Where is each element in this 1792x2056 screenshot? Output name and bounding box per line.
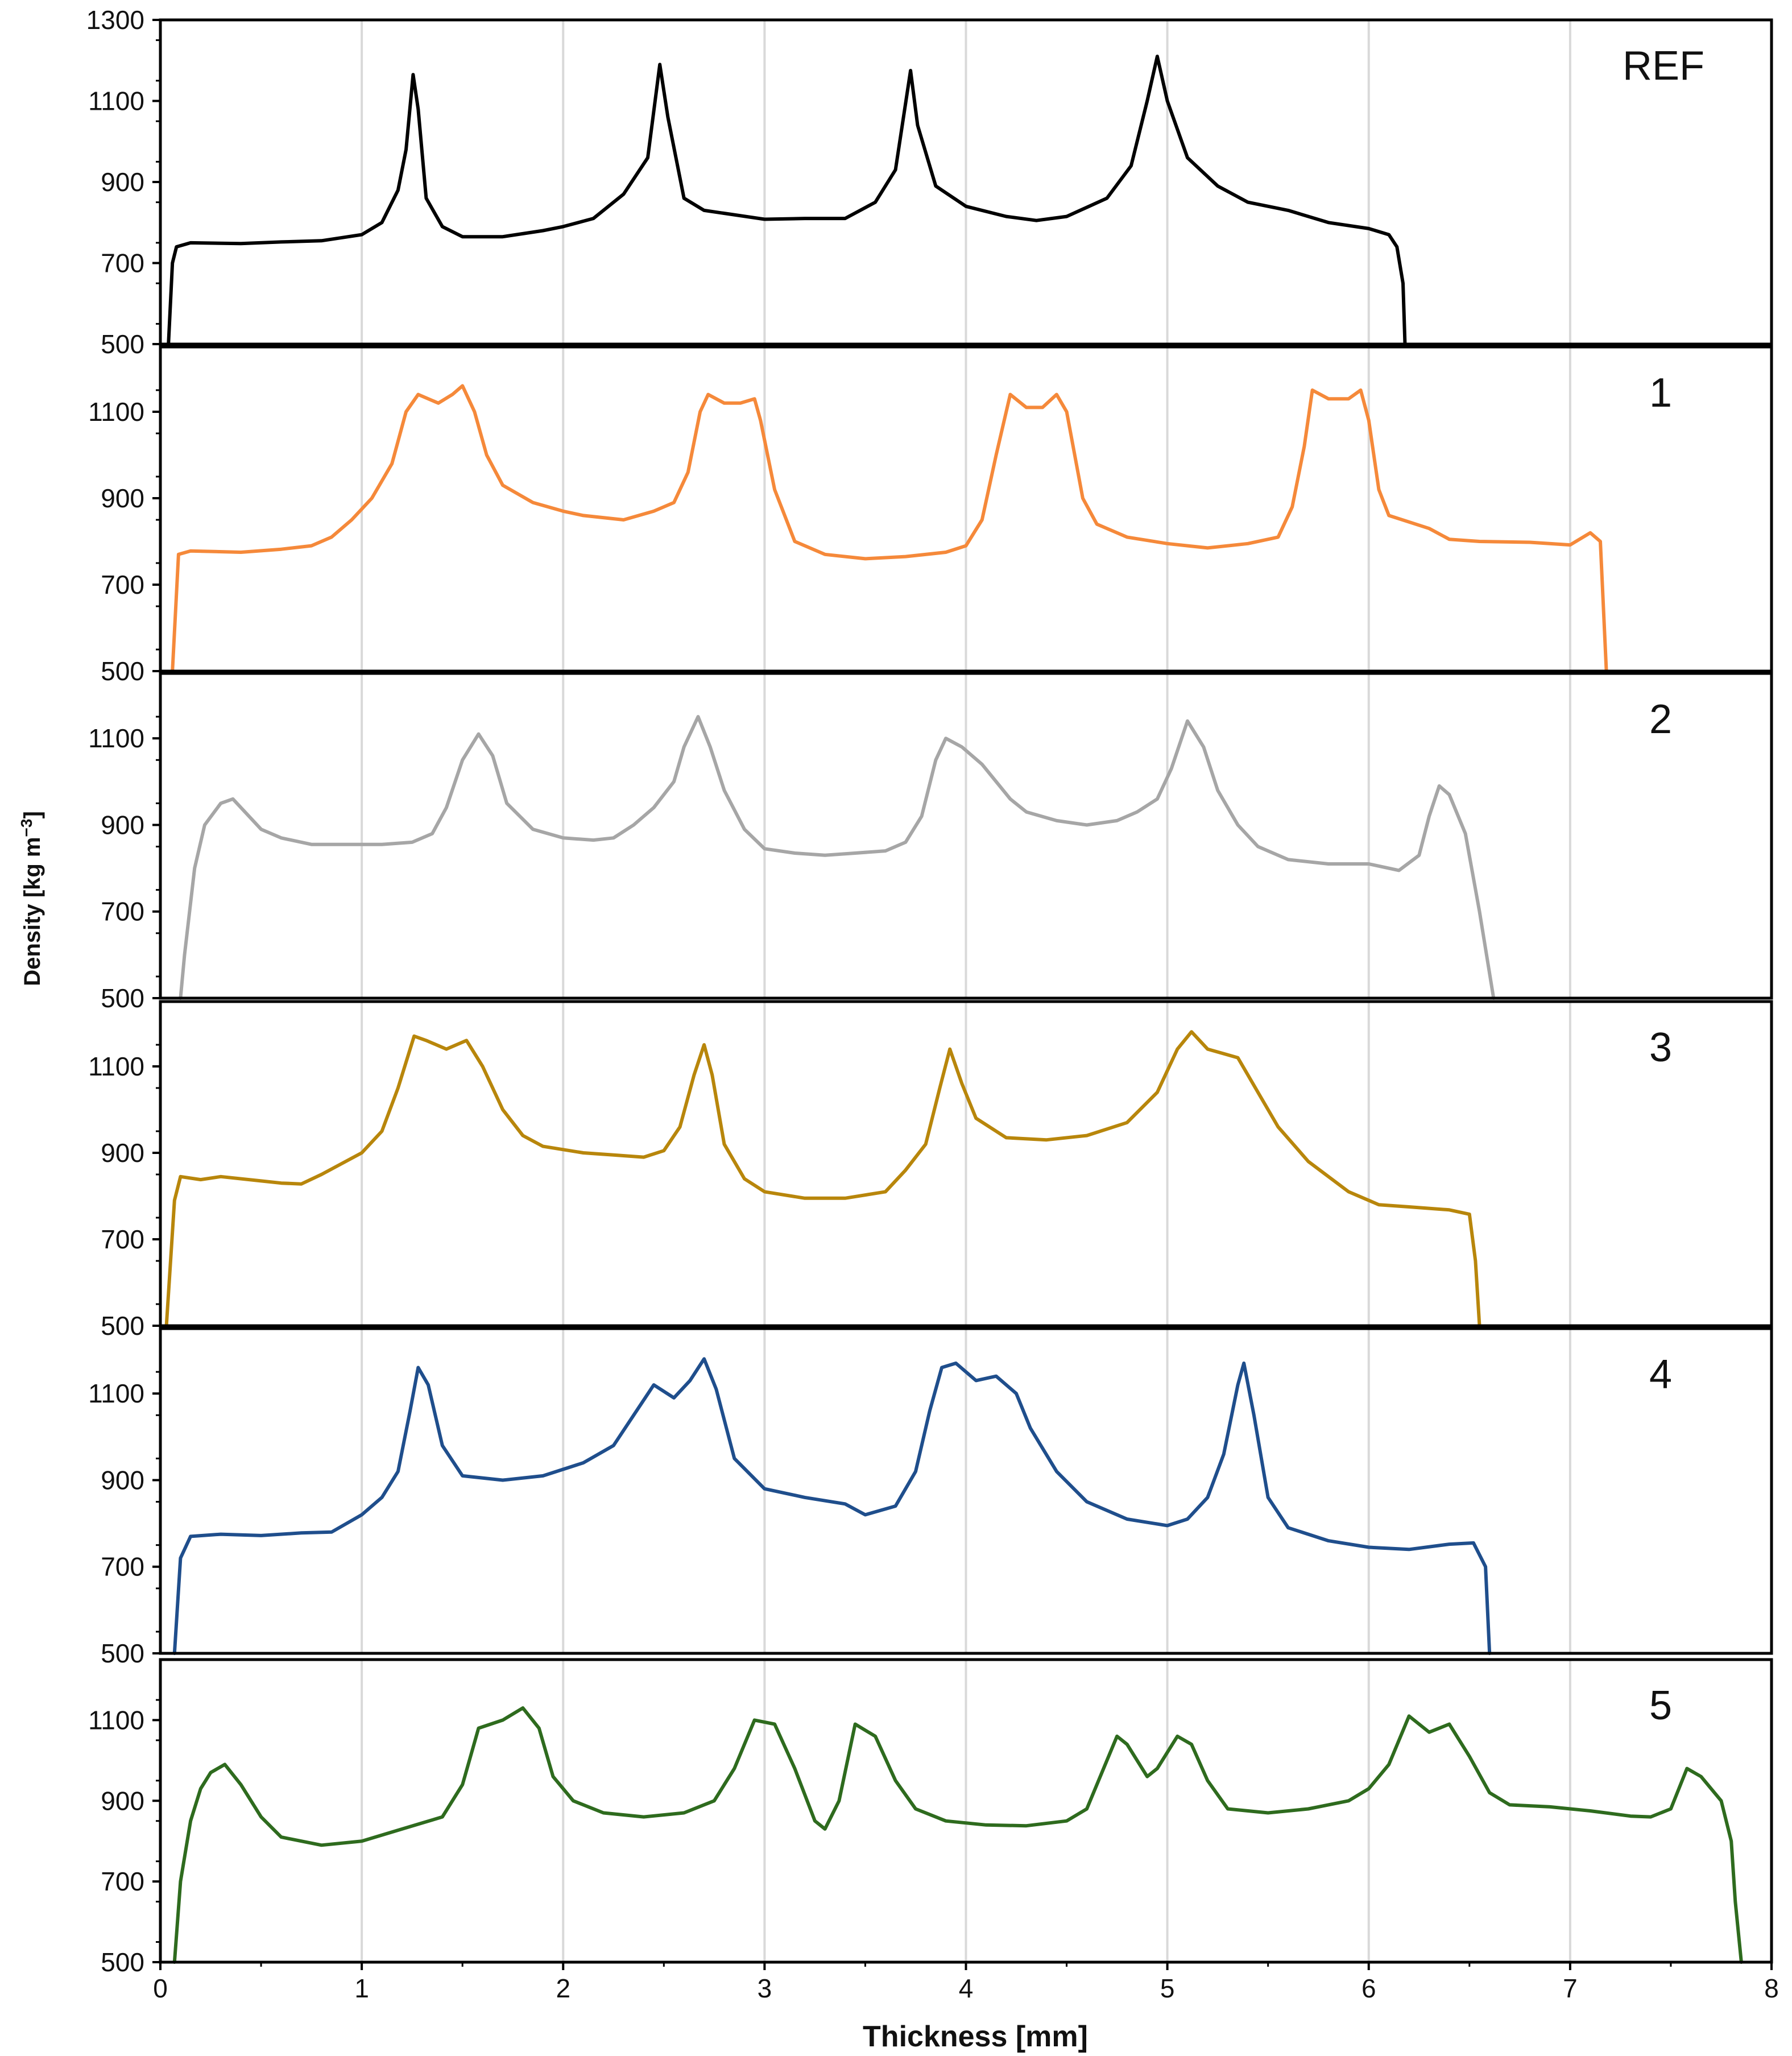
panels-group: 500 700 900 1100 1300 REF 500 700 900 1100 1 500 700… <box>86 5 1773 1977</box>
panel-label: 2 <box>1649 697 1672 742</box>
y-tick-label: 700 <box>101 1225 144 1254</box>
y-axis-title-main: Density [kg m <box>20 837 45 986</box>
series-line-5 <box>172 1706 1743 1964</box>
y-tick-label: 700 <box>101 897 144 926</box>
y-tick-label: 1100 <box>88 723 144 753</box>
y-tick-label: 1100 <box>88 1379 144 1408</box>
series-line-4 <box>172 1357 1492 1655</box>
series-line-3 <box>164 1030 1481 1327</box>
y-axis-title-close: ] <box>20 811 45 818</box>
y-tick-label: 500 <box>101 329 144 359</box>
series-line-ref <box>167 55 1407 346</box>
panel-label: 3 <box>1649 1025 1672 1070</box>
y-tick-label: 1100 <box>88 86 144 116</box>
y-tick-label: 500 <box>101 1947 144 1977</box>
panel-5: 500 700 900 1100 5 <box>88 1658 1773 1977</box>
panel-frame <box>159 1000 1773 1327</box>
x-tick-label: 0 <box>153 1974 168 2003</box>
y-tick-label: 1300 <box>86 5 144 35</box>
y-tick-label: 900 <box>101 1465 144 1495</box>
panel-label: REF <box>1623 43 1704 89</box>
panel-frame <box>159 672 1773 1000</box>
y-tick-label: 500 <box>101 656 144 686</box>
y-tick-label: 700 <box>101 570 144 599</box>
x-tick-label: 5 <box>1160 1974 1175 2003</box>
panel-2: 500 700 900 1100 2 <box>88 672 1773 1013</box>
panel-label: 1 <box>1649 370 1672 416</box>
x-tick-label: 7 <box>1563 1974 1578 2003</box>
y-tick-label: 700 <box>101 1552 144 1582</box>
panel-1: 500 700 900 1100 1 <box>88 345 1773 686</box>
y-tick-label: 500 <box>101 983 144 1013</box>
y-tick-label: 900 <box>101 167 144 197</box>
panel-frame <box>159 345 1773 673</box>
y-tick-label: 900 <box>101 810 144 839</box>
panel-frame <box>159 1327 1773 1655</box>
x-axis: 0 1 2 3 4 5 6 7 8 <box>153 1962 1779 2003</box>
y-axis-title-exponent: −3 <box>18 819 35 837</box>
x-axis-title: Thickness [mm] <box>863 2020 1088 2053</box>
series-line-2 <box>179 715 1496 1000</box>
x-tick-label: 4 <box>959 1974 974 2003</box>
x-tick-label: 8 <box>1764 1974 1779 2003</box>
y-tick-label: 1100 <box>88 1052 144 1081</box>
y-tick-label: 900 <box>101 1138 144 1168</box>
panel-4: 500 700 900 1100 4 <box>88 1327 1773 1668</box>
y-axis-title: Density [kg m−3] <box>18 811 45 986</box>
y-tick-label: 700 <box>101 249 144 278</box>
panel-frame <box>159 18 1773 346</box>
x-tick-label: 2 <box>556 1974 570 2003</box>
y-tick-label: 900 <box>101 1786 144 1815</box>
x-tick-label: 6 <box>1361 1974 1376 2003</box>
panel-3: 500 700 900 1100 3 <box>88 1000 1773 1341</box>
y-tick-label: 500 <box>101 1311 144 1341</box>
panel-label: 5 <box>1649 1683 1672 1728</box>
panel-label: 4 <box>1649 1352 1672 1397</box>
y-tick-label: 1100 <box>88 397 144 427</box>
y-tick-label: 1100 <box>88 1705 144 1735</box>
y-tick-label: 900 <box>101 483 144 513</box>
panel-ref: 500 700 900 1100 1300 REF <box>86 5 1773 359</box>
series-line-1 <box>171 384 1608 673</box>
x-tick-label: 1 <box>354 1974 369 2003</box>
y-tick-label: 700 <box>101 1867 144 1896</box>
x-tick-label: 3 <box>758 1974 772 2003</box>
y-tick-label: 500 <box>101 1639 144 1668</box>
